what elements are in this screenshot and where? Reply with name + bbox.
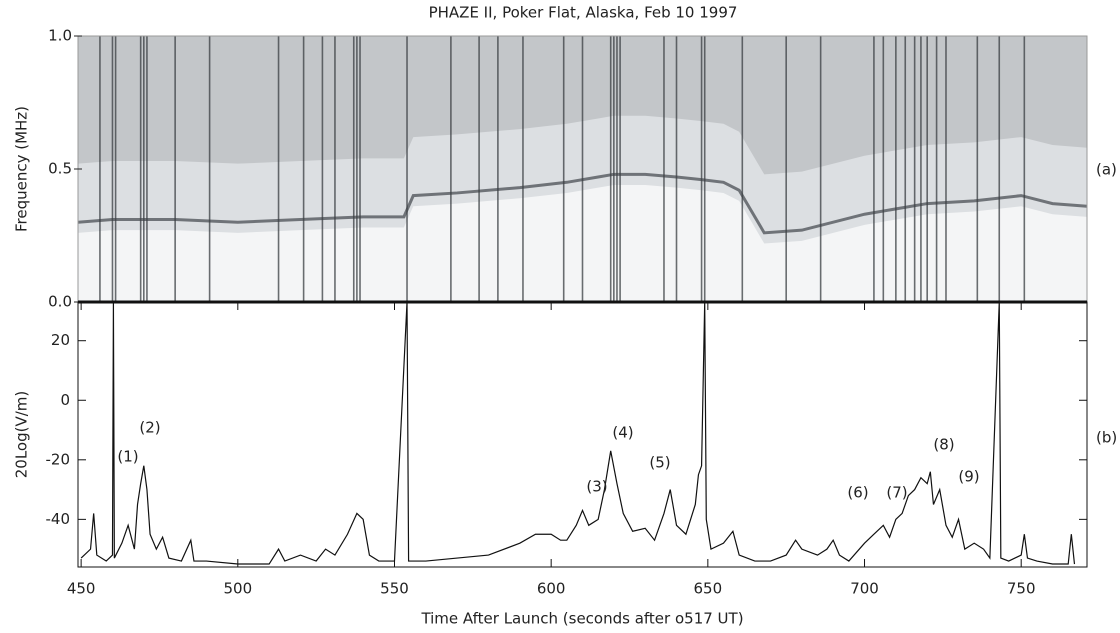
annotation: (5) (649, 454, 670, 472)
signal-line (80, 301, 1076, 565)
panel-label: (a) (1096, 161, 1117, 179)
annotation: (9) (958, 468, 979, 486)
y-axis-label: 20Log(V/m) (13, 391, 31, 479)
annotation: (7) (886, 484, 907, 502)
x-tick-label: 450 (67, 580, 96, 598)
annotation: (3) (586, 478, 607, 496)
chart-title: PHAZE II, Poker Flat, Alaska, Feb 10 199… (429, 4, 738, 22)
annotation: (6) (847, 484, 868, 502)
x-tick-label: 500 (223, 580, 252, 598)
x-tick-label: 600 (537, 580, 566, 598)
annotation: (8) (933, 436, 954, 454)
x-tick-label: 750 (1007, 580, 1036, 598)
y-tick-label: 0.5 (48, 160, 72, 178)
cutoff-trace (77, 172, 1088, 235)
x-tick-label: 550 (380, 580, 409, 598)
y-tick-label: 0.0 (48, 293, 72, 311)
y-tick-label: -40 (46, 510, 71, 528)
annotation: (1) (117, 448, 138, 466)
annotation: (2) (139, 419, 160, 437)
panel-label: (b) (1096, 429, 1117, 447)
annotation: (4) (612, 424, 633, 442)
plot-frame (77, 301, 1088, 568)
y-tick-label: 1.0 (48, 27, 72, 45)
y-tick-label: 0 (60, 391, 70, 409)
y-tick-label: 20 (51, 331, 70, 349)
x-tick-label: 700 (850, 580, 879, 598)
x-tick-label: 650 (694, 580, 723, 598)
y-tick-label: -20 (46, 450, 71, 468)
y-axis-label: Frequency (MHz) (13, 106, 31, 232)
x-axis-label: Time After Launch (seconds after o517 UT… (420, 610, 743, 628)
